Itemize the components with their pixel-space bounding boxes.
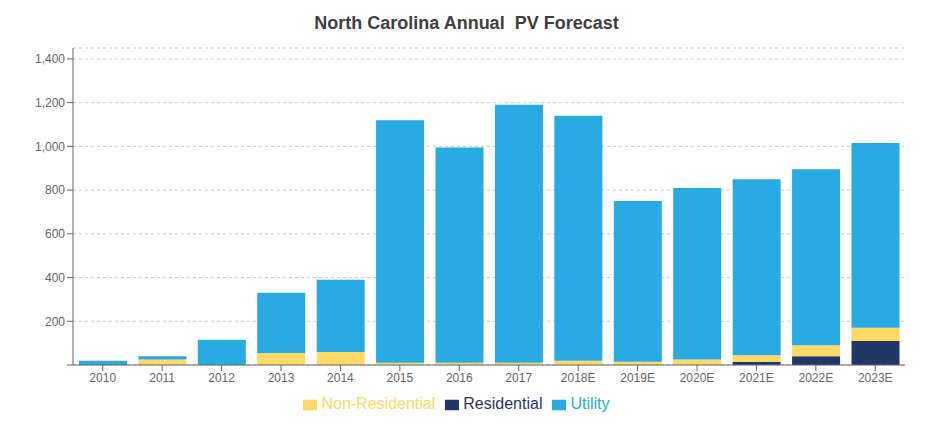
svg-text:1,000: 1,000: [35, 140, 65, 154]
svg-text:2018E: 2018E: [561, 371, 596, 385]
svg-text:1,200: 1,200: [35, 96, 65, 110]
svg-text:2014: 2014: [327, 371, 354, 385]
html-text:Non-Residential: Non-Residential: [321, 395, 436, 412]
svg-text:600: 600: [45, 227, 65, 241]
svg-text:200: 200: [45, 315, 65, 329]
svg-text:1,400: 1,400: [35, 52, 65, 66]
svg-text:2013: 2013: [268, 371, 295, 385]
svg-text:2010: 2010: [89, 371, 116, 385]
svg-text:2023E: 2023E: [858, 371, 893, 385]
html-text:North Carolina Annual PV Forec: North Carolina Annual PV Forecast: [314, 13, 619, 33]
svg-text:800: 800: [45, 183, 65, 197]
svg-text:2022E: 2022E: [799, 371, 834, 385]
svg-text:2017: 2017: [505, 371, 532, 385]
svg-text:2020E: 2020E: [680, 371, 715, 385]
svg-text:2016: 2016: [446, 371, 473, 385]
html-text:Residential: Residential: [463, 395, 543, 412]
svg-text:400: 400: [45, 271, 65, 285]
svg-text:2021E: 2021E: [739, 371, 774, 385]
html-text:Utility: Utility: [570, 395, 610, 412]
svg-text:2019E: 2019E: [620, 371, 655, 385]
svg-text:2015: 2015: [387, 371, 414, 385]
svg-text:2011: 2011: [149, 371, 175, 385]
svg-text:2012: 2012: [208, 371, 235, 385]
